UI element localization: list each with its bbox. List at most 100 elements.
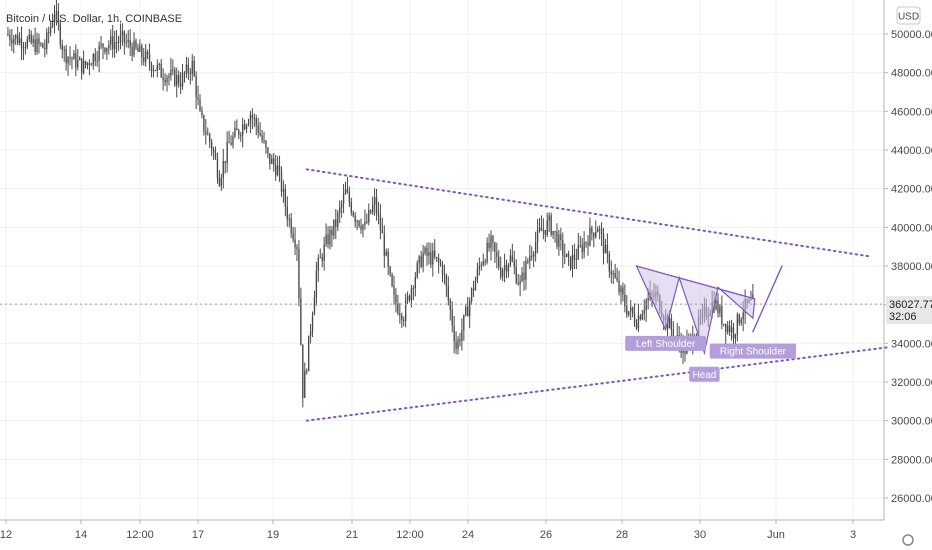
candle xyxy=(210,138,213,157)
candle xyxy=(335,209,337,240)
candle xyxy=(333,219,335,240)
candle xyxy=(230,135,232,146)
candle xyxy=(348,186,351,208)
candle xyxy=(546,212,548,238)
candle xyxy=(205,118,207,145)
candle xyxy=(108,40,110,55)
candle xyxy=(451,301,453,333)
candle xyxy=(467,296,469,317)
candle xyxy=(401,312,403,329)
x-tick-label: 28 xyxy=(616,529,628,541)
candle xyxy=(115,29,118,54)
projection-line[interactable] xyxy=(752,265,783,333)
candle xyxy=(364,209,366,230)
candle xyxy=(236,119,238,131)
x-tick-label: 21 xyxy=(346,529,358,541)
candle xyxy=(71,56,73,70)
grid-layer xyxy=(0,0,884,520)
candle xyxy=(183,71,186,83)
x-tick-label: 12:00 xyxy=(396,529,424,541)
candle xyxy=(420,250,422,269)
candle xyxy=(381,217,384,234)
candle xyxy=(503,253,506,283)
candle xyxy=(13,35,15,54)
candle xyxy=(92,52,94,70)
candle xyxy=(457,336,459,355)
candle xyxy=(119,23,122,50)
candle xyxy=(32,34,34,48)
candle xyxy=(158,62,160,71)
candle xyxy=(509,249,512,268)
candle xyxy=(602,227,605,265)
pattern-label[interactable]: Head xyxy=(689,366,720,382)
candle xyxy=(315,261,318,306)
candle xyxy=(385,248,387,257)
candle xyxy=(42,42,44,49)
candle xyxy=(292,226,294,243)
candle xyxy=(513,250,515,275)
lower-trendline[interactable] xyxy=(305,346,890,422)
candle xyxy=(321,253,323,268)
candle xyxy=(639,313,642,321)
candle xyxy=(168,73,170,86)
candle xyxy=(214,146,217,160)
candle xyxy=(449,298,451,321)
candle xyxy=(59,19,61,50)
candle xyxy=(212,146,215,161)
candle xyxy=(517,274,519,286)
candle xyxy=(245,123,248,134)
candle xyxy=(399,302,401,324)
candle xyxy=(135,38,137,51)
pattern-shape[interactable] xyxy=(635,265,756,356)
candle xyxy=(185,56,188,78)
candle xyxy=(548,212,550,233)
currency-button[interactable]: USD xyxy=(896,6,921,25)
candle xyxy=(162,68,164,91)
candle xyxy=(226,131,228,173)
candle xyxy=(738,313,740,326)
candle xyxy=(243,119,246,131)
candle xyxy=(69,46,71,66)
candle xyxy=(117,36,120,52)
candle xyxy=(329,225,331,250)
candle xyxy=(544,229,546,242)
upper-trendline[interactable] xyxy=(305,168,871,258)
y-tick-label: 26000.00 xyxy=(891,493,932,505)
x-tick-label: 17 xyxy=(192,529,204,541)
candle xyxy=(436,256,438,263)
candle xyxy=(323,236,325,271)
gear-icon[interactable] xyxy=(884,520,932,550)
candle xyxy=(38,33,40,54)
candle xyxy=(302,344,304,408)
pattern-label[interactable]: Left Shoulder xyxy=(625,335,706,351)
candle xyxy=(16,26,19,46)
pattern-label-text: Left Shoulder xyxy=(636,339,696,350)
candle xyxy=(538,218,541,233)
x-tick-label: 12 xyxy=(0,529,12,541)
candle xyxy=(455,331,457,355)
candle xyxy=(432,242,434,277)
candle xyxy=(267,147,269,159)
candle xyxy=(486,237,488,265)
candle xyxy=(290,212,292,239)
time-axis[interactable]: 12 14 12:00 17 19 21 12:00 24 26 28 30 Jun 3 xyxy=(0,520,856,541)
candle xyxy=(408,294,411,303)
candle xyxy=(344,181,347,195)
candle xyxy=(191,54,193,81)
candle xyxy=(416,260,418,279)
candle xyxy=(280,166,283,197)
candle xyxy=(166,74,168,92)
pattern-label[interactable]: Right Shoulder xyxy=(709,343,797,359)
candle xyxy=(670,313,673,338)
x-tick-label: 14 xyxy=(75,529,87,541)
candle xyxy=(300,287,302,346)
candle xyxy=(562,232,564,269)
candle xyxy=(77,49,79,71)
candle xyxy=(500,256,502,280)
candle xyxy=(216,152,219,184)
candle xyxy=(575,248,578,270)
candle xyxy=(259,122,261,137)
candle xyxy=(478,257,481,276)
neckline[interactable] xyxy=(636,265,756,300)
